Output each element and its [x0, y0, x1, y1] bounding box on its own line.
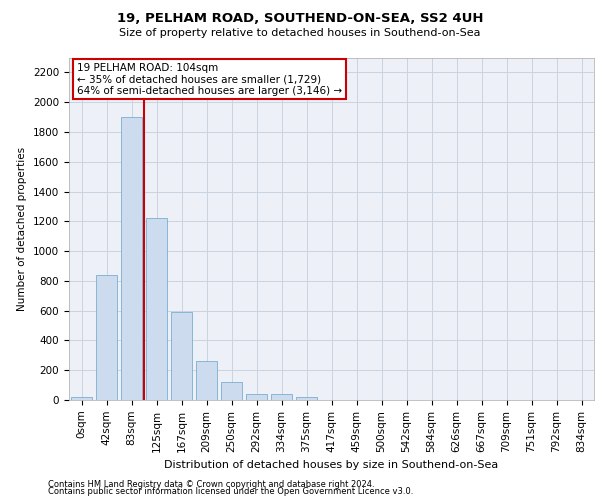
- Text: Contains HM Land Registry data © Crown copyright and database right 2024.: Contains HM Land Registry data © Crown c…: [48, 480, 374, 489]
- Bar: [296, 396, 317, 400]
- Text: Size of property relative to detached houses in Southend-on-Sea: Size of property relative to detached ho…: [119, 28, 481, 38]
- Text: Contains public sector information licensed under the Open Government Licence v3: Contains public sector information licen…: [48, 488, 413, 496]
- Text: 19 PELHAM ROAD: 104sqm
← 35% of detached houses are smaller (1,729)
64% of semi-: 19 PELHAM ROAD: 104sqm ← 35% of detached…: [77, 62, 342, 96]
- Text: 19, PELHAM ROAD, SOUTHEND-ON-SEA, SS2 4UH: 19, PELHAM ROAD, SOUTHEND-ON-SEA, SS2 4U…: [117, 12, 483, 26]
- Bar: [71, 397, 92, 400]
- Bar: [171, 312, 192, 400]
- Bar: [246, 394, 267, 400]
- Bar: [121, 117, 142, 400]
- Bar: [221, 382, 242, 400]
- X-axis label: Distribution of detached houses by size in Southend-on-Sea: Distribution of detached houses by size …: [164, 460, 499, 470]
- Bar: [146, 218, 167, 400]
- Bar: [196, 362, 217, 400]
- Y-axis label: Number of detached properties: Number of detached properties: [17, 146, 28, 311]
- Bar: [271, 394, 292, 400]
- Bar: [96, 275, 117, 400]
